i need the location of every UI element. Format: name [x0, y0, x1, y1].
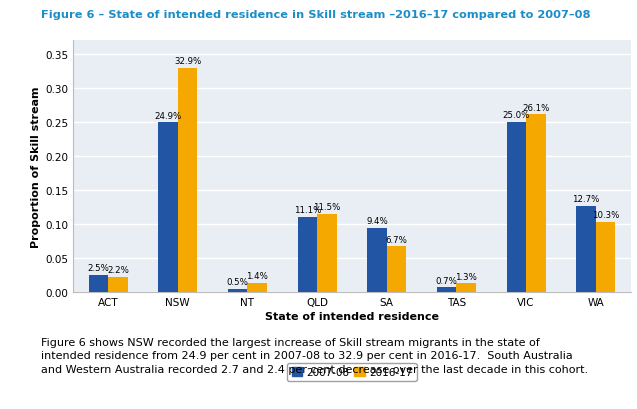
Bar — [526, 115, 546, 292]
Text: 11.5%: 11.5% — [313, 202, 341, 211]
Bar — [178, 69, 197, 292]
Text: 1.3%: 1.3% — [455, 272, 477, 281]
Text: 6.7%: 6.7% — [385, 235, 408, 244]
Legend: 2007-08, 2016-17: 2007-08, 2016-17 — [287, 363, 417, 381]
Text: 25.0%: 25.0% — [503, 111, 530, 120]
Text: 2.2%: 2.2% — [107, 266, 129, 275]
Bar — [158, 123, 178, 292]
Bar — [368, 229, 387, 292]
Bar — [89, 275, 108, 292]
Text: 24.9%: 24.9% — [154, 112, 182, 120]
Text: Figure 6 – State of intended residence in Skill stream –2016–17 compared to 2007: Figure 6 – State of intended residence i… — [41, 10, 591, 20]
Text: 26.1%: 26.1% — [522, 103, 550, 112]
Y-axis label: Proportion of Skill stream: Proportion of Skill stream — [31, 86, 41, 247]
Text: 2.5%: 2.5% — [87, 264, 110, 273]
Bar — [596, 222, 615, 292]
Text: 9.4%: 9.4% — [366, 217, 388, 226]
Text: 10.3%: 10.3% — [592, 211, 619, 220]
Bar — [108, 277, 127, 292]
Text: 11.1%: 11.1% — [294, 205, 321, 214]
Bar — [247, 283, 267, 292]
Text: 1.4%: 1.4% — [247, 271, 268, 280]
Text: 0.7%: 0.7% — [436, 276, 457, 285]
Bar — [457, 283, 476, 292]
Bar — [576, 206, 596, 292]
Bar — [387, 247, 406, 292]
Bar — [297, 217, 317, 292]
Text: Figure 6 shows NSW recorded the largest increase of Skill stream migrants in the: Figure 6 shows NSW recorded the largest … — [41, 337, 589, 374]
Bar — [317, 214, 336, 292]
Text: 0.5%: 0.5% — [227, 277, 248, 286]
Bar — [437, 288, 457, 292]
Bar — [228, 289, 247, 292]
Text: 32.9%: 32.9% — [174, 57, 201, 66]
Text: 12.7%: 12.7% — [573, 194, 599, 203]
X-axis label: State of intended residence: State of intended residence — [265, 311, 439, 321]
Bar — [506, 122, 526, 292]
